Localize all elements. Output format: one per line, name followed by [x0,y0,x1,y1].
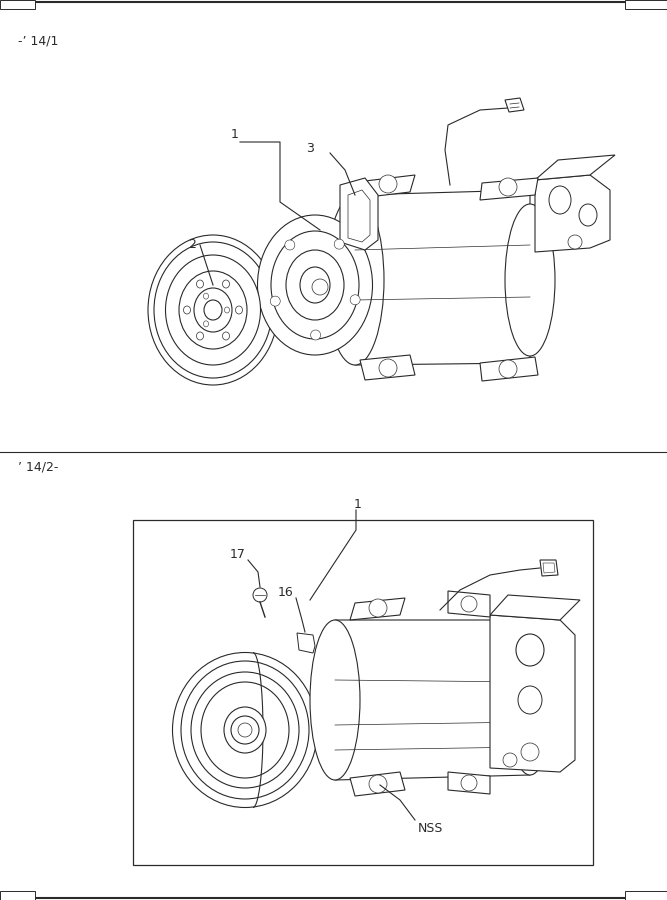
Bar [0,0,35,9]
Polygon shape [480,178,538,200]
Polygon shape [535,175,610,252]
Ellipse shape [191,672,299,788]
Circle shape [499,360,517,378]
Circle shape [311,330,321,340]
Circle shape [312,279,328,295]
Polygon shape [448,772,490,794]
Circle shape [285,240,295,250]
Circle shape [379,175,397,193]
Polygon shape [360,355,415,380]
Ellipse shape [508,625,552,775]
Ellipse shape [518,686,542,714]
Text: -’ 14/1: -’ 14/1 [18,35,59,48]
Circle shape [238,723,252,737]
Ellipse shape [235,306,243,314]
Circle shape [521,743,539,761]
Text: 17: 17 [230,547,246,561]
Polygon shape [297,633,315,653]
Circle shape [369,599,387,617]
Ellipse shape [203,293,209,299]
Ellipse shape [223,332,229,340]
Ellipse shape [165,255,261,365]
Ellipse shape [194,288,232,332]
Ellipse shape [183,306,191,314]
Ellipse shape [223,280,229,288]
Polygon shape [335,620,530,780]
Circle shape [499,178,517,196]
Circle shape [369,775,387,793]
Polygon shape [350,772,405,796]
Ellipse shape [197,280,203,288]
Circle shape [568,235,582,249]
Ellipse shape [516,634,544,666]
Ellipse shape [148,235,278,385]
Ellipse shape [224,707,266,753]
Text: 1: 1 [354,499,362,511]
Polygon shape [540,560,558,576]
Polygon shape [480,357,538,381]
Text: 3: 3 [306,141,314,155]
Text: 16: 16 [278,586,294,598]
Ellipse shape [300,267,330,303]
Polygon shape [543,563,555,573]
Text: 1: 1 [231,128,239,140]
Ellipse shape [225,307,229,313]
Ellipse shape [310,620,360,780]
Polygon shape [448,591,490,617]
Circle shape [231,716,259,744]
Circle shape [253,588,267,602]
Ellipse shape [203,321,209,327]
Bar [133,520,593,865]
Circle shape [334,239,344,249]
Ellipse shape [201,682,289,778]
Circle shape [461,596,477,612]
Ellipse shape [326,195,384,365]
Polygon shape [490,615,575,772]
Circle shape [350,295,360,305]
Ellipse shape [181,661,309,799]
Ellipse shape [179,271,247,349]
Circle shape [379,359,397,377]
Text: ’ 14/2-: ’ 14/2- [18,460,59,473]
Ellipse shape [271,231,359,339]
Circle shape [503,753,517,767]
Text: NSS: NSS [418,822,443,834]
Ellipse shape [197,332,203,340]
Bar [625,891,667,900]
Ellipse shape [204,300,222,320]
Bar [625,0,667,9]
Polygon shape [360,175,415,198]
Bar [0,891,35,900]
Ellipse shape [505,204,555,356]
Polygon shape [505,98,524,112]
Ellipse shape [173,652,317,807]
Polygon shape [340,178,378,250]
Ellipse shape [549,186,571,214]
Text: 2: 2 [188,238,196,251]
Polygon shape [535,155,615,180]
Ellipse shape [286,250,344,320]
Circle shape [461,775,477,791]
Ellipse shape [154,242,272,378]
Ellipse shape [257,215,372,355]
Polygon shape [355,190,530,365]
Polygon shape [350,598,405,620]
Polygon shape [490,595,580,620]
Circle shape [270,296,280,306]
Ellipse shape [579,204,597,226]
Polygon shape [348,190,370,242]
